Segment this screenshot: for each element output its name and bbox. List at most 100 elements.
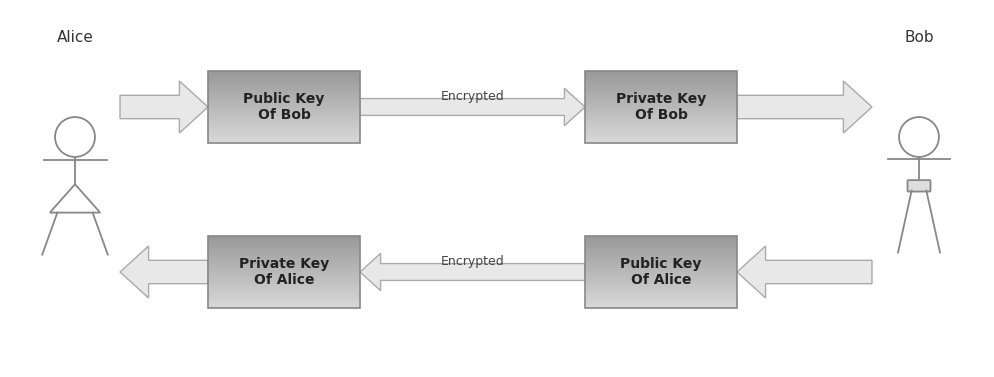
Bar [585, 141, 737, 143]
Bar [208, 120, 360, 121]
Bar [208, 291, 360, 294]
Bar [208, 130, 360, 132]
Bar [208, 239, 360, 241]
Bar [208, 109, 360, 110]
Bar [208, 73, 360, 75]
Bar [208, 243, 360, 245]
Bar [208, 272, 360, 274]
Bar [585, 107, 737, 109]
Bar [585, 304, 737, 306]
Bar [585, 109, 737, 110]
Bar [208, 125, 360, 127]
Bar [208, 277, 360, 279]
Bar [208, 276, 360, 277]
Text: Private Key
Of Alice: Private Key Of Alice [239, 257, 329, 287]
Bar [208, 101, 360, 103]
Bar [585, 76, 737, 78]
Bar [585, 241, 737, 243]
Bar [585, 268, 737, 270]
Text: Encrypted: Encrypted [440, 255, 504, 268]
Bar [585, 101, 737, 103]
Bar [208, 267, 360, 268]
Bar [585, 123, 737, 125]
Bar [585, 129, 737, 130]
Bar [208, 83, 360, 86]
Bar [585, 291, 737, 294]
Bar [208, 252, 360, 254]
Bar [585, 254, 737, 256]
Bar [208, 263, 360, 265]
Bar [585, 74, 737, 77]
Bar [585, 297, 737, 299]
Bar [208, 236, 360, 308]
Text: Public Key
Of Bob: Public Key Of Bob [244, 92, 325, 122]
Bar [585, 127, 737, 129]
Bar [585, 98, 737, 100]
Bar [585, 274, 737, 276]
Bar [585, 270, 737, 272]
Bar [585, 279, 737, 281]
Bar [585, 243, 737, 245]
Bar [585, 261, 737, 263]
Bar [585, 247, 737, 248]
Bar [585, 245, 737, 247]
Bar [585, 267, 737, 268]
Bar [208, 247, 360, 248]
Bar [208, 302, 360, 304]
Bar [585, 83, 737, 86]
Bar [208, 259, 360, 261]
Bar [208, 123, 360, 125]
Polygon shape [120, 246, 208, 298]
Bar [208, 90, 360, 93]
Bar [585, 256, 737, 257]
Bar [585, 92, 737, 94]
Bar [208, 283, 360, 285]
Bar [208, 281, 360, 283]
Bar [208, 265, 360, 267]
Bar [585, 110, 737, 112]
Text: Encrypted: Encrypted [440, 90, 504, 103]
Bar [585, 125, 737, 127]
Bar [208, 96, 360, 98]
Bar [208, 136, 360, 138]
Bar [585, 286, 737, 288]
Bar [208, 257, 360, 259]
Bar [208, 105, 360, 107]
Bar [208, 103, 360, 105]
Text: Public Key
Of Alice: Public Key Of Alice [620, 257, 702, 287]
Bar [208, 139, 360, 141]
Bar [208, 300, 360, 303]
Bar [585, 120, 737, 121]
Bar [585, 277, 737, 279]
Bar [208, 141, 360, 143]
Bar [208, 241, 360, 243]
Bar [585, 236, 737, 308]
Bar [585, 89, 737, 91]
Bar [585, 71, 737, 143]
Bar [208, 92, 360, 94]
Bar [585, 248, 737, 250]
Bar [208, 94, 360, 96]
Bar [208, 261, 360, 263]
Bar [585, 130, 737, 132]
Bar [585, 85, 737, 87]
Bar [585, 80, 737, 82]
Bar [208, 114, 360, 116]
Bar [208, 270, 360, 272]
Bar [208, 81, 360, 84]
Bar [208, 71, 360, 73]
Bar [208, 297, 360, 299]
Bar [208, 129, 360, 130]
Polygon shape [737, 81, 872, 133]
Bar [585, 299, 737, 301]
Bar [208, 286, 360, 288]
Bar [585, 73, 737, 75]
Bar [585, 284, 737, 287]
Bar [208, 107, 360, 109]
Bar [585, 290, 737, 292]
Bar [208, 134, 360, 136]
Bar [585, 300, 737, 303]
Bar [585, 259, 737, 261]
Bar [208, 306, 360, 308]
Bar [585, 293, 737, 296]
